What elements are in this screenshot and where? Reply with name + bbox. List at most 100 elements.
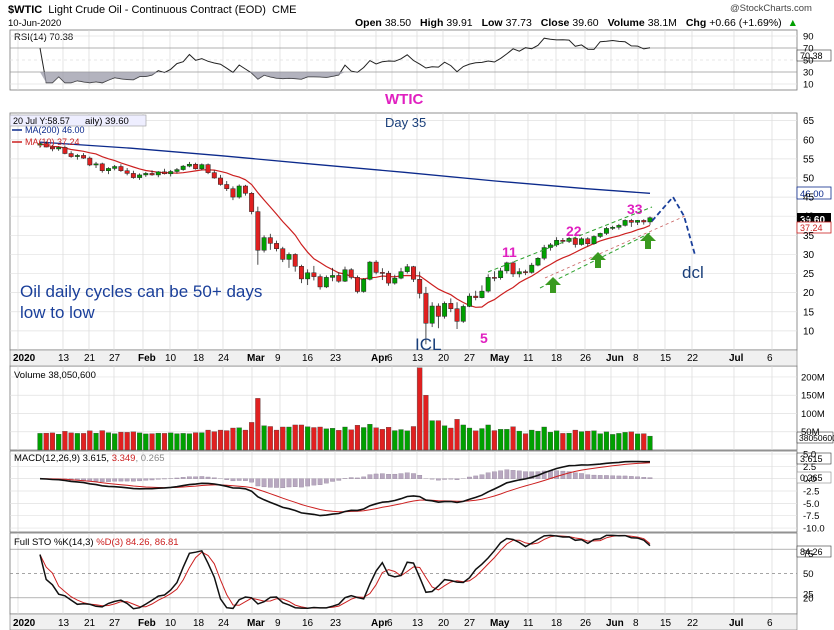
candle-body-18 [149,173,155,176]
xaxis-label-top-3: 27 [109,353,121,364]
yaxis-price-tick-3: 50 [803,173,815,184]
daily-label: aily) 39.60 [85,116,129,127]
candle-body-90 [597,233,603,237]
candle-body-6 [74,155,80,157]
macd-hist-bar-64 [436,478,441,481]
candle-body-19 [155,171,161,176]
candle-body-25 [193,163,199,170]
annotation-wtic: WTIC [385,91,423,108]
xaxis-label-bottom-0: 2020 [13,618,36,629]
volume-bar-11 [105,432,112,451]
yaxis-macd-tick-4: -5.0 [803,499,819,510]
candle-body-15 [130,173,136,178]
candle-body-77 [516,271,522,275]
last-price-flag-text: 39.60 [800,215,825,226]
xaxis-label-top-17: May [490,353,510,364]
macd-hist-bar-45 [317,478,323,485]
candle-body-52 [361,279,367,292]
xaxis-label-top-23: 15 [660,353,672,364]
price-layer [37,141,653,345]
macd-hist-bar-33 [243,478,248,481]
candle-body-66 [448,303,454,309]
xaxis-label-bottom-13: 6 [387,618,393,629]
annotation-5: 5 [480,330,488,346]
header-date: 10-Jun-2020 [8,18,61,29]
xaxis-label-top-2: 21 [84,353,96,364]
candle-body-56 [386,272,392,284]
panel-macd [9,450,798,533]
candle-body-0 [37,143,43,146]
macd-hist-bar-92 [610,475,616,479]
yaxis-sto-tick-1: 50 [803,569,814,580]
candle-body-48 [336,275,342,282]
candle-body-41 [292,254,298,267]
candle-body-94 [622,220,628,226]
macd-hist-bar-14 [124,478,130,482]
macd-hist-bar-90 [597,475,603,479]
candle-body-45 [317,276,323,288]
candle-body-68 [460,306,466,322]
macd-hist-bar-28 [211,477,217,479]
yaxis-volume-tick-1: 150M [801,391,825,402]
xaxis-label-top-12: Apr [371,353,388,364]
macd-hist-bar-37 [267,478,273,488]
annotation-33: 33 [627,201,643,217]
candle-body-98 [647,217,653,223]
xaxis-label-top-11: 23 [330,353,342,364]
ma10-flag-text: 37.24 [800,223,823,233]
candle-body-29 [218,177,223,185]
candle-body-24 [186,163,192,167]
candle-body-44 [311,272,317,277]
volume-bar-83 [554,430,560,451]
volume-bar-95 [628,431,634,451]
macd-hist-bar-30 [224,478,230,480]
volume-bar-71 [479,428,485,451]
yaxis-price-tick-2: 55 [803,154,815,165]
xaxis-label-bottom-10: 16 [302,618,314,629]
xaxis-label-top-13: 6 [387,353,393,364]
macd-hist-bar-77 [516,470,522,479]
candle-body-17 [143,173,149,176]
xaxis-label-top-6: 18 [193,353,205,364]
macd-hist-flag-text: 0.265 [800,473,823,483]
candle-body-7 [81,155,87,159]
candle-body-21 [168,171,174,175]
annotation-day: Day 35 [385,115,426,130]
sto-flag [796,545,832,558]
macd-hist-bar-76 [510,470,516,479]
macd-line [39,460,650,517]
candle-body-5 [68,153,74,157]
candle-body-64 [435,305,441,317]
cursor-box [9,114,147,127]
volume-bar-77 [516,430,522,451]
volume-bar-17 [143,433,149,451]
volume-bar-2 [49,432,55,451]
volume-bar-79 [529,429,535,451]
xaxis-label-top-1: 13 [58,353,70,364]
xaxis-label-bottom-25: Jul [729,618,744,629]
volume-bar-94 [622,432,628,451]
candle-body-8 [87,157,93,166]
macd-hist-bar-63 [429,478,435,480]
candle-body-47 [330,275,336,278]
volume-bar-27 [205,429,211,451]
macd-hist-bar-59 [404,472,410,479]
macd-hist-bar-16 [137,478,142,482]
candle-body-13 [118,166,124,171]
cursor-label: 20 Jul Y:58.57 [13,116,70,126]
volume-bar-54 [373,427,379,451]
macd-hist-bar-38 [274,478,279,488]
macd-hist-bar-71 [479,474,485,479]
date-strip-mid [9,349,798,367]
macd-hist-bar-93 [616,475,622,479]
volume-bar-92 [610,434,616,451]
candle-body-50 [348,269,354,278]
yaxis-volume-tick-3: 50M [801,427,820,438]
date-strip-bottom [9,613,798,630]
volume-bar-38 [273,429,280,451]
candle-body-16 [137,174,143,178]
volume-bar-72 [485,424,491,451]
volume-bar-93 [616,433,622,451]
volume-bar-62 [423,395,429,451]
candle-body-42 [298,266,304,280]
